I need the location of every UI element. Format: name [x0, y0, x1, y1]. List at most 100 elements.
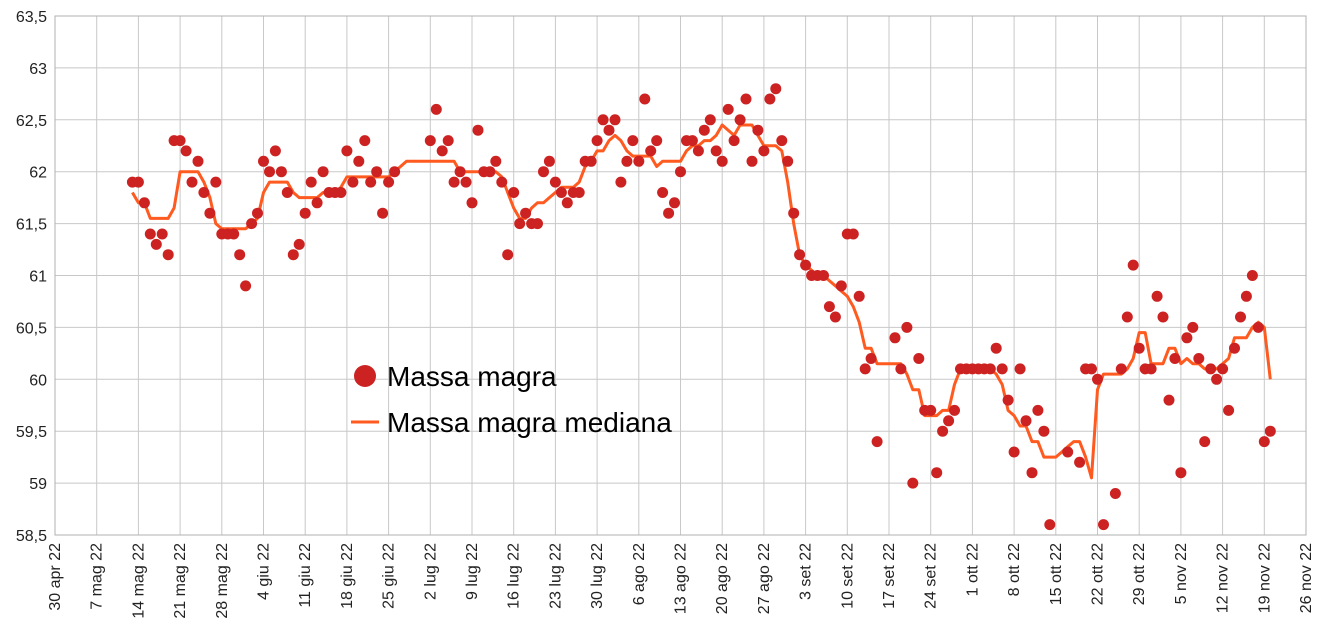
data-point — [424, 135, 436, 147]
x-tick-label: 22 ott 22 — [1090, 543, 1107, 605]
data-point — [1145, 363, 1157, 375]
data-point — [430, 103, 442, 115]
x-tick-label: 3 set 22 — [798, 543, 815, 600]
x-tick-label: 5 nov 22 — [1173, 543, 1190, 604]
data-point — [436, 145, 448, 157]
y-tick-label: 62,5 — [16, 113, 47, 130]
data-point — [776, 135, 788, 147]
data-point — [591, 135, 603, 147]
data-point — [615, 176, 627, 188]
data-point — [788, 207, 800, 219]
data-point — [1229, 342, 1240, 354]
data-point — [335, 187, 347, 198]
data-point — [383, 176, 395, 188]
data-point — [228, 228, 240, 240]
y-tick-label: 59 — [29, 476, 47, 493]
data-point — [150, 238, 162, 250]
data-point — [180, 145, 192, 157]
data-point — [1211, 373, 1223, 385]
data-point — [746, 155, 758, 167]
x-tick-label: 1 ott 22 — [964, 543, 981, 596]
x-tick-label: 24 set 22 — [923, 543, 940, 609]
x-tick-label: 25 giu 22 — [381, 543, 398, 609]
x-tick-label: 15 ott 22 — [1048, 543, 1065, 605]
plot-frame — [54, 15, 1307, 536]
data-point — [1217, 363, 1229, 375]
data-point — [818, 270, 829, 281]
data-point — [1157, 311, 1169, 323]
data-point — [240, 280, 252, 292]
data-point — [740, 93, 752, 105]
scatter-series — [126, 83, 1276, 531]
data-point — [520, 207, 532, 219]
data-point — [996, 363, 1008, 375]
data-point — [698, 124, 710, 136]
data-point — [144, 228, 156, 240]
y-tick-label: 61 — [29, 269, 47, 286]
data-point — [1187, 321, 1199, 333]
data-point — [853, 290, 865, 302]
data-point — [949, 404, 960, 416]
data-point — [264, 166, 275, 178]
data-point — [538, 166, 549, 178]
data-point — [162, 249, 174, 261]
data-point — [1169, 353, 1181, 364]
x-tick-label: 21 mag 22 — [172, 543, 189, 619]
x-tick-label: 16 lug 22 — [506, 543, 523, 609]
x-tick-label: 19 nov 22 — [1256, 543, 1273, 613]
data-point — [1246, 270, 1258, 281]
data-point — [1002, 394, 1014, 406]
data-point — [359, 135, 371, 147]
data-point — [609, 114, 621, 126]
data-point — [639, 93, 651, 105]
y-tick-label: 63,5 — [16, 9, 47, 26]
data-point — [1252, 321, 1264, 333]
data-point — [305, 176, 317, 188]
data-point — [621, 155, 633, 167]
data-point — [889, 332, 901, 344]
data-point — [1151, 290, 1163, 302]
data-point — [555, 187, 567, 198]
legend-marker-scatter — [354, 365, 376, 387]
data-point — [847, 228, 859, 240]
data-point — [186, 176, 198, 188]
data-point — [573, 187, 585, 198]
data-point — [317, 166, 329, 178]
data-point — [1264, 425, 1276, 437]
x-tick-labels: 30 apr 22 7 mag 22 14 mag 22 21 mag 22 28 ma… — [47, 543, 1315, 619]
data-point — [1193, 353, 1205, 364]
data-point — [865, 353, 877, 364]
grid — [54, 15, 1307, 536]
data-point — [311, 197, 323, 209]
data-point — [561, 197, 573, 209]
data-point — [859, 363, 871, 375]
data-point — [275, 166, 287, 178]
data-point — [823, 301, 835, 313]
data-point — [1121, 311, 1133, 323]
legend-label-scatter: Massa magra — [387, 361, 557, 392]
x-tick-label: 12 nov 22 — [1215, 543, 1232, 613]
data-point — [1175, 467, 1187, 479]
data-point — [490, 155, 502, 167]
data-point — [293, 238, 305, 250]
data-point — [460, 176, 472, 188]
data-point — [174, 135, 186, 147]
data-point — [752, 124, 764, 136]
data-point — [442, 135, 454, 147]
data-point — [448, 176, 460, 188]
data-point — [234, 249, 246, 261]
data-point — [728, 135, 740, 147]
data-point — [281, 187, 293, 198]
data-point — [1199, 436, 1211, 448]
x-tick-label: 18 giu 22 — [339, 543, 356, 609]
data-point — [1044, 519, 1056, 531]
data-point — [258, 155, 269, 167]
x-tick-label: 27 ago 22 — [756, 543, 773, 614]
data-point — [341, 145, 353, 157]
x-tick-label: 11 giu 22 — [297, 543, 314, 608]
y-tick-label: 58,5 — [16, 528, 47, 545]
data-point — [1020, 415, 1032, 427]
data-point — [669, 197, 680, 209]
data-point — [1014, 363, 1026, 375]
